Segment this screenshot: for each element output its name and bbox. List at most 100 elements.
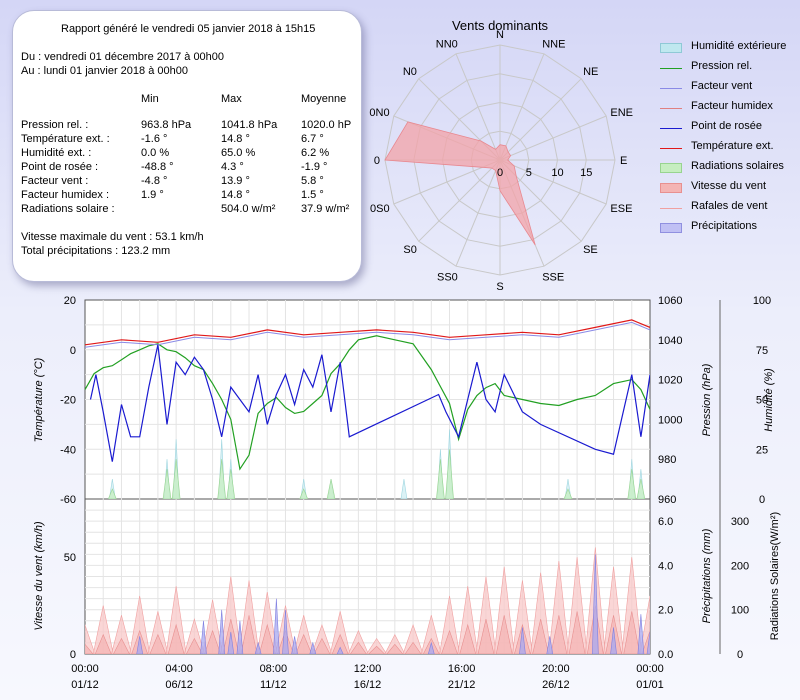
legend-item: Pression rel. [660, 60, 800, 76]
wind-speed-area [532, 619, 549, 654]
rain-area [519, 627, 526, 654]
wind-speed-area [258, 623, 276, 654]
solar-area [171, 459, 181, 499]
x-tick-date: 21/12 [448, 679, 476, 691]
gust-area [548, 560, 570, 654]
period-to: Au : lundi 01 janvier 2018 à 00h00 [21, 65, 188, 77]
rain-area [273, 598, 280, 654]
wind-speed-area [331, 633, 349, 654]
solar-area [299, 488, 309, 499]
wind-speed-area [368, 645, 386, 654]
wind-speed-area [85, 643, 94, 654]
rose-ring-label: 5 [526, 167, 532, 179]
legend-label: Pression rel. [691, 60, 753, 72]
y2-tick-label: 1040 [658, 335, 682, 347]
gust-area [621, 557, 643, 654]
pressure-axis-title: Pression (hPa) [701, 363, 713, 436]
wind-rose-area [384, 121, 536, 246]
legend-swatch [660, 43, 682, 53]
rain-area [646, 631, 650, 654]
row-avg: -1.9 ° [301, 161, 328, 173]
y2-tick-label: 4.0 [658, 560, 673, 572]
solar-area [436, 459, 445, 499]
wind-speed-area [495, 615, 513, 654]
rain-area [610, 627, 617, 654]
rain-area [200, 620, 207, 654]
gust-area [147, 611, 169, 654]
solar-area [326, 479, 336, 499]
y3-tick-label: 200 [731, 560, 749, 572]
legend-swatch [660, 148, 682, 149]
legend-swatch [660, 223, 682, 233]
gust-area [129, 595, 150, 654]
legend-swatch [660, 128, 682, 129]
y2-tick-label: 1060 [658, 295, 682, 307]
legend-swatch [660, 88, 682, 89]
row-label: Facteur humidex : [21, 189, 110, 201]
legend-item: Facteur vent [660, 80, 800, 96]
solar-area [636, 479, 646, 499]
plot-area [84, 299, 651, 655]
legend-item: Température ext. [660, 140, 800, 156]
rose-direction-label: ENE [610, 107, 633, 119]
gust-area [420, 615, 442, 654]
row-min: 0.0 % [141, 147, 170, 159]
y2-tick-label: 980 [658, 454, 676, 466]
rain-area [336, 646, 344, 654]
rain-area [227, 631, 235, 654]
rain-area [637, 614, 645, 654]
y3-tick-label: 300 [731, 516, 749, 528]
row-avg: 1.5 ° [301, 189, 324, 201]
gust-area [92, 605, 114, 654]
wind-speed-area [240, 615, 258, 654]
legend-label: Humidité extérieure [691, 40, 787, 52]
wind-speed-area [186, 637, 203, 654]
report-header: Rapport généré le vendredi 05 janvier 20… [61, 23, 316, 35]
x-tick-date: 01/01 [636, 679, 664, 691]
x-tick-label: 04:00 [165, 663, 193, 675]
row-min: 963.8 hPa [141, 119, 192, 131]
x-tick-label: 12:00 [354, 663, 382, 675]
wind-chill-line [85, 321, 650, 348]
legend-item: Rafales de vent [660, 200, 800, 216]
wind-speed-area [404, 641, 422, 654]
rain-area [309, 641, 317, 654]
row-label: Pression rel. : [21, 119, 89, 131]
wind-speed-area [350, 641, 367, 654]
legend-swatch [660, 183, 682, 193]
gust-area [256, 591, 278, 654]
row-max: 14.8 ° [221, 133, 250, 145]
y-tick-label: 0 [70, 345, 76, 357]
y-tick-label: -60 [60, 494, 76, 506]
solar-area [162, 469, 172, 499]
row-min: -48.8 ° [141, 161, 174, 173]
y3-tick-label: 50 [756, 395, 768, 407]
gust-area [493, 566, 515, 654]
rose-direction-label: 0 [374, 155, 380, 167]
rose-spoke [418, 159, 501, 242]
y-tick-label: -20 [60, 395, 76, 407]
y2-tick-label: 1020 [658, 375, 682, 387]
y3-tick-label: 75 [756, 345, 768, 357]
rain-area [592, 554, 599, 654]
legend-item: Humidité extérieure [660, 40, 800, 56]
rose-direction-label: SE [583, 244, 598, 256]
wind-speed-area [623, 611, 641, 654]
wind-speed-area [94, 633, 112, 654]
row-min: -1.6 ° [141, 133, 168, 145]
wind-rose-title: Vents dominants [451, 18, 549, 33]
x-tick-label: 16:00 [448, 663, 476, 675]
wind-rose: N NNE NE ENE E ESE SE SSE S SS0 S0 0S0 0 0N0 N0 NN0 0 5 10… [369, 29, 633, 293]
rose-spoke [499, 78, 582, 161]
y3-tick-label: 25 [756, 444, 768, 456]
y-tick-label: 20 [64, 295, 76, 307]
max-wind: Vitesse maximale du vent : 53.1 km/h [21, 231, 204, 243]
legend-item: Facteur humidex [660, 100, 800, 116]
legend-label: Point de rosée [691, 120, 762, 132]
rain-area [427, 641, 435, 654]
solar-area [563, 488, 573, 499]
humidity-axis-title: Humidité (%) [763, 368, 775, 432]
rose-direction-label: 0N0 [369, 107, 389, 119]
row-label: Point de rosée : [21, 161, 99, 173]
